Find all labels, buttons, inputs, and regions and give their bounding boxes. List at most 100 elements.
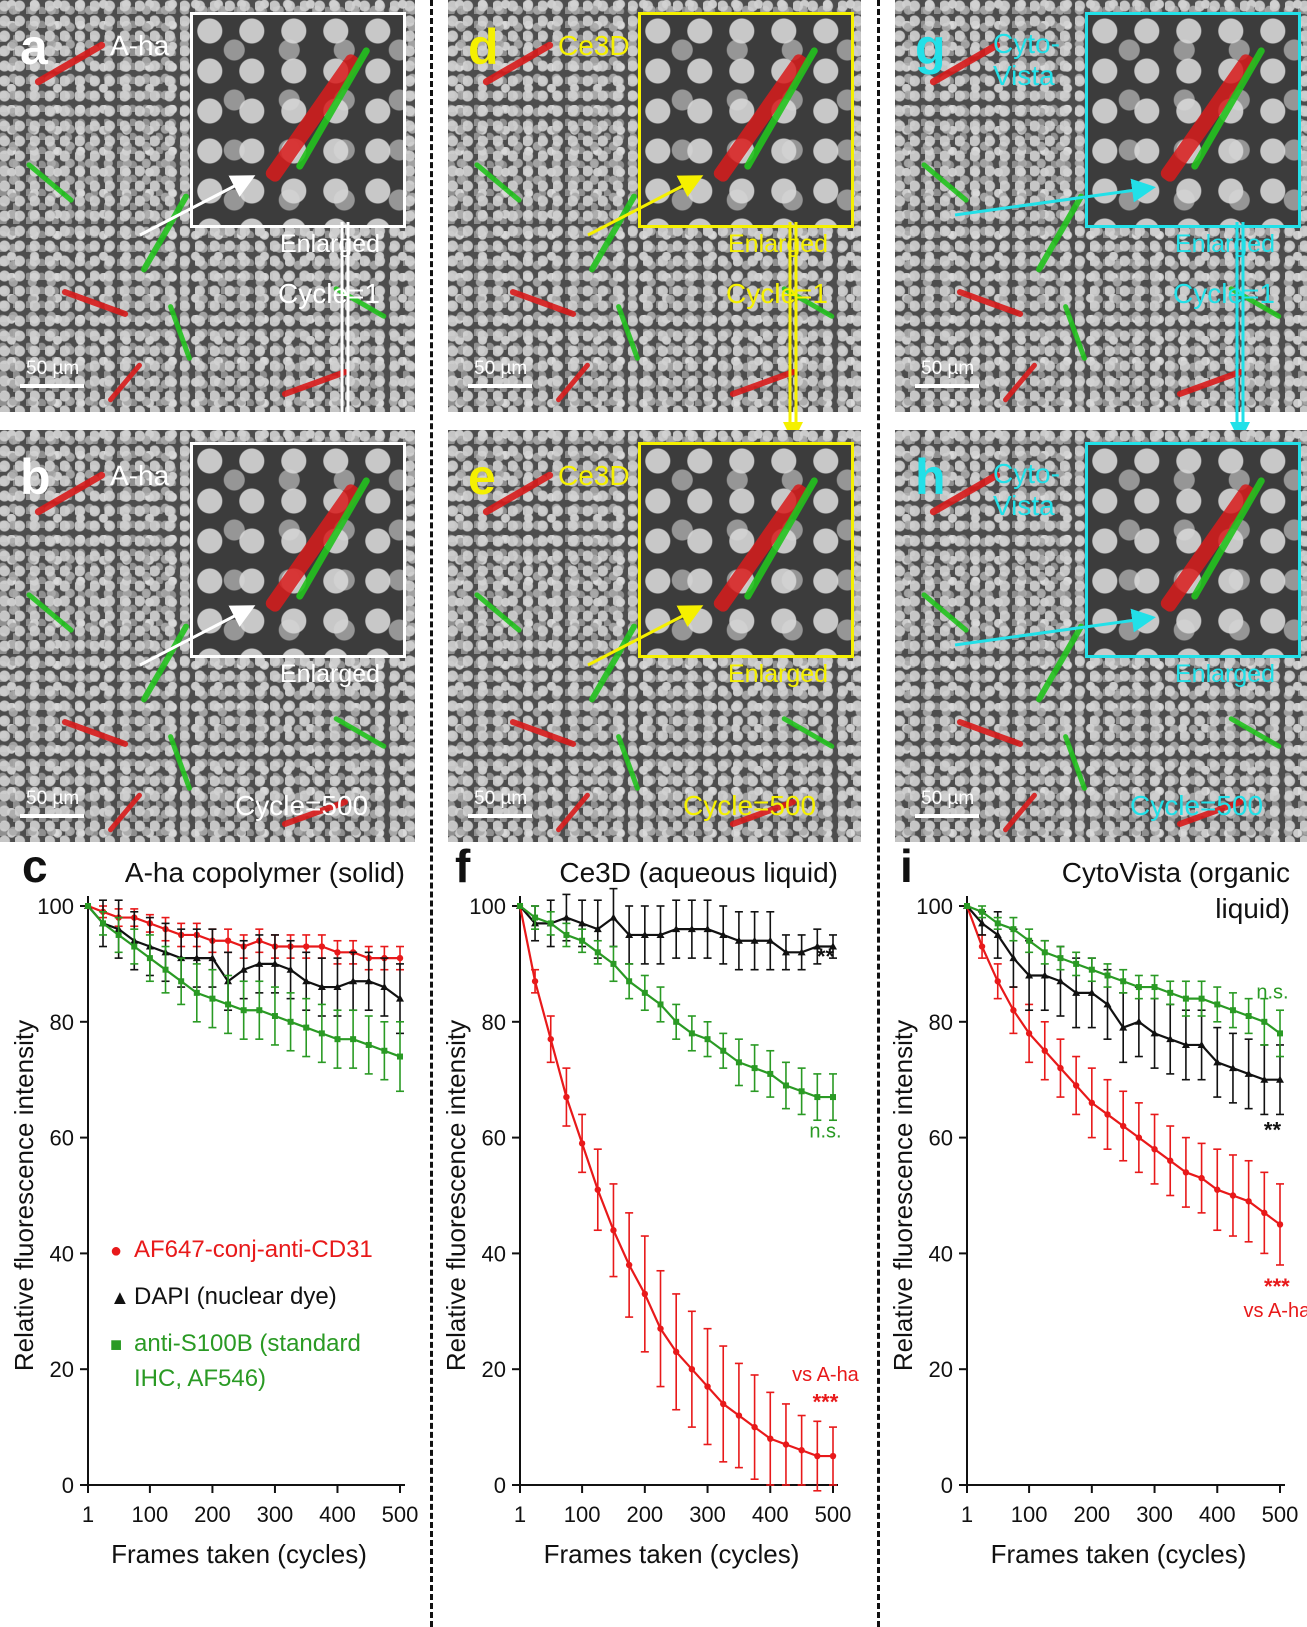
x-tick-label: 1 — [514, 1502, 526, 1527]
scale-bar — [468, 384, 532, 388]
method-label: Ce3D — [558, 460, 630, 491]
enlarged-label: Enlarged — [1175, 230, 1276, 258]
data-point — [720, 1047, 727, 1054]
panel-letter: g — [915, 19, 946, 75]
scale-bar — [20, 814, 84, 818]
data-point — [1135, 1134, 1143, 1141]
data-point — [381, 1047, 388, 1054]
data-point — [735, 1412, 743, 1419]
x-tick-label: 400 — [752, 1502, 789, 1527]
data-point — [593, 925, 602, 933]
data-point — [751, 1423, 758, 1431]
significance-annotation: *** — [813, 1390, 839, 1415]
pointer-arrow — [954, 608, 1156, 647]
data-point — [579, 937, 586, 944]
data-point — [334, 949, 341, 956]
data-point — [657, 1001, 664, 1008]
y-tick-label: 60 — [482, 1126, 506, 1151]
data-point — [687, 925, 696, 933]
data-point — [994, 920, 1001, 927]
data-point — [303, 943, 310, 950]
data-point — [734, 936, 743, 944]
data-point — [1134, 1017, 1143, 1025]
data-point — [767, 1435, 774, 1442]
data-point — [814, 1094, 821, 1101]
data-point — [1229, 1192, 1237, 1199]
significance-annotation: n.s. — [1256, 982, 1288, 1004]
data-point — [594, 949, 601, 956]
cycle-label: Cycle=1 — [726, 278, 828, 309]
cycle-label: Cycle=1 — [278, 278, 380, 309]
x-tick-label: 400 — [1199, 1502, 1236, 1527]
data-point — [302, 977, 311, 985]
legend-marker: ▲ — [110, 1287, 130, 1309]
significance-annotation: vs A-ha — [1244, 1300, 1307, 1322]
data-point — [625, 1261, 633, 1269]
data-point — [1261, 1018, 1268, 1025]
data-point — [396, 994, 404, 1002]
data-point — [100, 920, 107, 927]
data-point — [578, 1140, 586, 1147]
data-point — [609, 913, 618, 921]
data-point — [735, 1059, 742, 1066]
data-point — [1261, 1209, 1268, 1217]
data-point — [317, 983, 326, 991]
chart-title-line2: liquid) — [1215, 893, 1290, 924]
data-point — [286, 965, 295, 973]
data-point — [657, 1325, 664, 1332]
cycle-label: Cycle=500 — [235, 790, 369, 821]
method-label: Ce3D — [558, 30, 630, 61]
scale-bar-label: 50 µm — [474, 788, 528, 809]
y-tick-label: 100 — [469, 894, 506, 919]
data-point — [719, 930, 728, 938]
data-point — [673, 1018, 680, 1025]
enlarged-label: Enlarged — [728, 230, 829, 258]
column-separator-2 — [877, 0, 880, 1627]
data-point — [303, 1024, 310, 1031]
data-point — [397, 1053, 403, 1060]
data-point — [1245, 1198, 1252, 1205]
data-point — [333, 983, 342, 991]
data-point — [782, 1082, 789, 1089]
data-point — [672, 925, 681, 933]
data-point — [131, 943, 138, 950]
method-label: Cyto- Vista — [993, 458, 1060, 522]
data-point — [766, 936, 775, 944]
data-point — [720, 1400, 727, 1408]
data-point — [830, 1094, 836, 1101]
chart-title: CytoVista (organic — [1062, 857, 1290, 888]
data-point — [751, 1065, 758, 1072]
data-point — [1229, 1007, 1236, 1014]
data-point — [380, 983, 389, 991]
data-point — [517, 903, 523, 909]
enlarged-inset — [1085, 442, 1301, 658]
y-tick-label: 60 — [929, 1126, 953, 1151]
data-point — [813, 942, 822, 950]
y-tick-label: 40 — [929, 1241, 953, 1266]
x-tick-label: 500 — [815, 1502, 852, 1527]
pointer-arrow — [139, 175, 256, 237]
y-axis-label: Relative fluorescence intensity — [9, 1020, 39, 1371]
data-point — [547, 1035, 554, 1043]
scale-bar — [20, 384, 84, 388]
data-point — [1104, 972, 1111, 979]
x-tick-label: 300 — [689, 1502, 726, 1527]
data-point — [1228, 1064, 1237, 1072]
data-point — [239, 965, 248, 973]
data-point — [334, 1036, 341, 1043]
data-point — [562, 913, 571, 921]
enlarged-label: Enlarged — [1175, 660, 1276, 688]
legend-label: anti-S100B (standard — [134, 1330, 361, 1357]
data-point — [829, 942, 837, 950]
data-point — [640, 930, 649, 938]
y-tick-label: 60 — [50, 1126, 74, 1151]
data-point — [767, 1070, 774, 1077]
method-label: Cyto- Vista — [993, 28, 1060, 92]
method-label: A-ha — [110, 460, 170, 491]
y-tick-label: 100 — [37, 894, 74, 919]
y-tick-label: 20 — [929, 1357, 953, 1382]
data-point — [798, 1088, 805, 1095]
scale-bar — [468, 814, 532, 818]
data-point — [703, 925, 712, 933]
